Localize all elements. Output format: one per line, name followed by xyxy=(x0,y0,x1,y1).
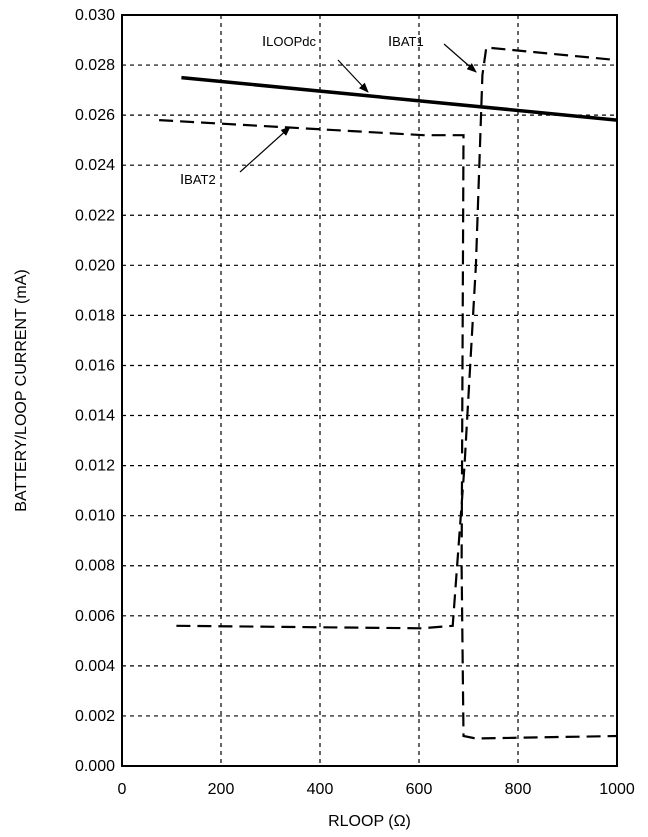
x-tick-label: 1000 xyxy=(599,781,635,798)
x-axis-title: RLOOP (Ω) xyxy=(328,813,411,830)
y-tick-label: 0.022 xyxy=(75,207,115,224)
series-line-iloopdc xyxy=(181,75,618,122)
x-tick-label: 600 xyxy=(406,781,433,798)
y-axis-title: BATTERY/LOOP CURRENT (mA) xyxy=(13,269,30,511)
annotation-label-ibat1: IBAT1 xyxy=(388,33,424,50)
series-line-ibat1 xyxy=(176,46,618,630)
x-tick-label: 400 xyxy=(307,781,334,798)
annotations: ILOOPdc IBAT1 IBAT2 xyxy=(180,33,477,188)
x-tick-label: 200 xyxy=(208,781,235,798)
y-tick-label: 0.020 xyxy=(75,257,115,274)
y-tick-label: 0.028 xyxy=(75,57,115,74)
y-tick-label: 0.024 xyxy=(75,157,115,174)
plot-frame xyxy=(121,14,618,767)
series-group xyxy=(159,46,618,740)
x-tick-label: 800 xyxy=(505,781,532,798)
y-tick-label: 0.018 xyxy=(75,307,115,324)
y-tick-label: 0.012 xyxy=(75,458,115,475)
y-tick-label: 0.010 xyxy=(75,508,115,525)
y-tick-label: 0.000 xyxy=(75,758,115,775)
y-tick-label: 0.026 xyxy=(75,107,115,124)
ticks: 0.000 0.002 0.004 0.006 0.008 0.010 0.012 0.014… xyxy=(75,7,635,798)
series-line-ibat2 xyxy=(159,119,618,740)
y-tick-label: 0.004 xyxy=(75,658,115,675)
y-tick-label: 0.016 xyxy=(75,357,115,374)
grid xyxy=(122,15,617,766)
annotation-label-ibat2: IBAT2 xyxy=(180,171,216,188)
annotation-arrow xyxy=(443,43,477,73)
annotation-label-iloopdc: ILOOPdc xyxy=(262,33,317,50)
annotation-arrow xyxy=(239,126,291,173)
annotation-arrow xyxy=(337,59,369,93)
y-tick-label: 0.008 xyxy=(75,558,115,575)
y-tick-label: 0.006 xyxy=(75,608,115,625)
x-tick-label: 0 xyxy=(118,781,127,798)
y-tick-label: 0.030 xyxy=(75,7,115,24)
y-tick-label: 0.002 xyxy=(75,708,115,725)
y-tick-label: 0.014 xyxy=(75,408,115,425)
